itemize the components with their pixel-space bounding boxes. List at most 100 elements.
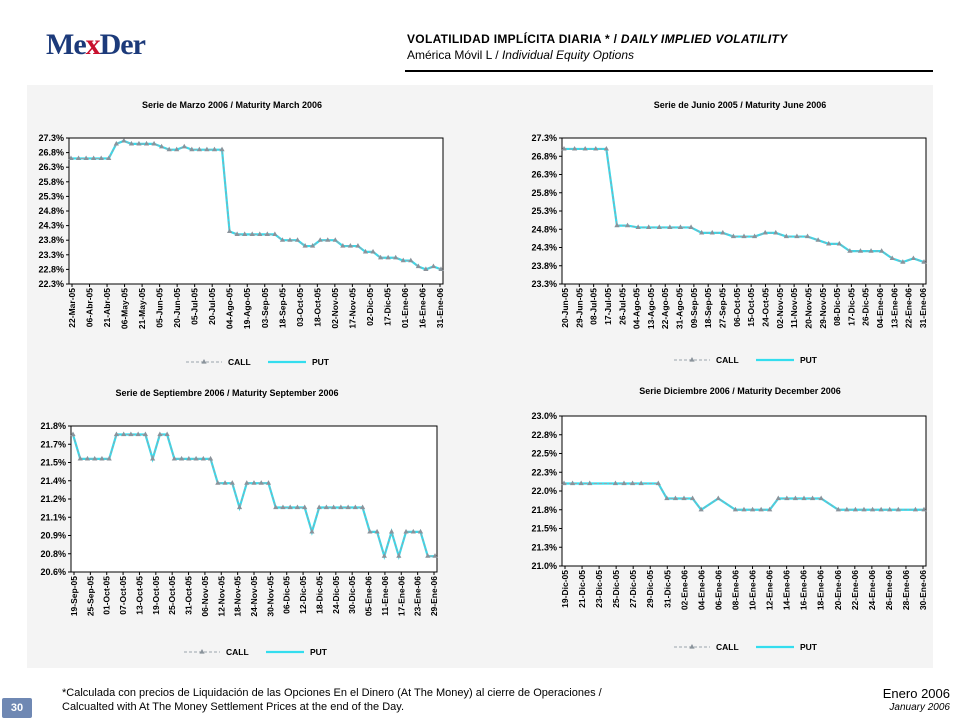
x-tick-label: 24-Dic-05	[331, 576, 341, 614]
y-tick-label: 20.8%	[40, 549, 66, 559]
x-tick-label: 17-Ene-06	[396, 576, 406, 616]
call-point	[258, 480, 264, 485]
call-point	[614, 222, 620, 228]
x-tick-label: 04-Ago-05	[225, 288, 235, 329]
x-tick-label: 31-Oct-05	[184, 576, 194, 615]
y-tick-label: 23.3%	[38, 250, 64, 260]
x-tick-label: 11-Ene-06	[380, 576, 390, 616]
call-point	[370, 248, 376, 254]
call-point	[280, 504, 286, 510]
call-point	[912, 506, 919, 512]
x-tick-label: 24-Oct-05	[760, 288, 770, 327]
x-tick-label: 03-Oct-05	[295, 288, 305, 327]
call-point	[136, 140, 142, 146]
call-point	[804, 233, 811, 239]
x-tick-label: 05-Jun-05	[155, 288, 165, 328]
call-point	[749, 506, 756, 512]
call-point	[878, 506, 884, 512]
x-tick-label: 28-Ene-06	[901, 570, 911, 610]
x-tick-label: 02-Dic-05	[365, 288, 375, 326]
x-tick-label: 25-Oct-05	[167, 576, 177, 615]
y-tick-label: 22.5%	[531, 449, 557, 459]
call-point	[879, 248, 885, 253]
x-tick-label: 20-Ene-06	[833, 570, 843, 610]
call-point	[732, 506, 739, 512]
x-tick-label: 30-Nov-05	[265, 576, 275, 617]
call-point	[181, 143, 187, 149]
x-tick-label: 04-Ene-06	[696, 570, 706, 610]
call-point	[655, 480, 661, 486]
x-tick-label: 26-Ene-06	[884, 570, 894, 610]
x-tick-label: 11-Nov-05	[789, 288, 799, 328]
call-point	[287, 237, 293, 242]
call-point	[316, 504, 322, 510]
x-tick-label: 20-Nov-05	[803, 288, 813, 329]
call-point	[762, 229, 768, 235]
x-tick-label: 17-Nov-05	[347, 288, 357, 329]
call-point	[215, 480, 221, 485]
call-point	[861, 506, 867, 512]
call-point	[629, 480, 636, 486]
y-tick-label: 22.3%	[531, 467, 557, 477]
y-tick-label: 21.5%	[531, 524, 557, 534]
x-tick-label: 24-Ene-06	[867, 570, 877, 610]
call-point	[174, 146, 180, 152]
call-point	[68, 155, 74, 161]
x-tick-label: 25-Sep-05	[85, 576, 95, 616]
x-tick-label: 06-Oct-05	[732, 288, 742, 327]
call-point	[783, 233, 789, 239]
x-tick-label: 31-Ago-05	[675, 288, 685, 329]
chart-september-2006: Serie de Septiembre 2006 / Maturity Sept…	[40, 388, 439, 657]
call-point	[226, 228, 233, 234]
call-point	[720, 229, 726, 235]
call-point	[889, 255, 895, 261]
call-point	[869, 506, 876, 512]
call-point	[302, 504, 308, 510]
x-tick-label: 06-Nov-05	[200, 576, 210, 617]
call-point	[113, 431, 120, 437]
call-point	[347, 243, 353, 248]
x-tick-label: 06-Ene-06	[713, 570, 723, 610]
x-tick-label: 23-Ene-06	[413, 576, 423, 616]
y-tick-label: 21.8%	[531, 505, 557, 515]
call-point	[345, 504, 351, 510]
x-tick-label: 21-Dic-05	[577, 570, 587, 608]
y-tick-label: 21.7%	[40, 439, 66, 449]
call-point	[408, 257, 414, 263]
call-point	[635, 224, 641, 230]
x-tick-label: 03-Sep-05	[260, 288, 270, 328]
call-point	[317, 237, 323, 242]
call-point	[587, 480, 593, 486]
call-point	[367, 528, 373, 534]
call-point	[381, 553, 387, 558]
call-point	[582, 145, 588, 151]
call-point	[106, 155, 112, 161]
x-tick-label: 13-Ene-06	[889, 288, 899, 328]
y-tick-label: 25.3%	[531, 206, 557, 216]
chart-title: Serie de Junio 2005 / Maturity June 2006	[654, 100, 827, 110]
x-tick-label: 31-Ene-06	[435, 288, 445, 328]
chart-title: Serie Diciembre 2006 / Maturity December…	[639, 386, 841, 396]
y-tick-label: 20.9%	[40, 531, 66, 541]
y-tick-label: 21.2%	[40, 494, 66, 504]
call-point	[159, 143, 165, 149]
call-point	[388, 528, 395, 534]
x-tick-label: 16-Ene-06	[417, 288, 427, 328]
y-tick-label: 26.3%	[38, 162, 64, 172]
y-tick-label: 26.8%	[38, 148, 64, 158]
x-tick-label: 25-Dic-05	[611, 570, 621, 608]
call-point	[150, 455, 156, 461]
call-point	[393, 254, 399, 260]
x-tick-label: 01-Ene-06	[400, 288, 410, 328]
call-point	[415, 263, 421, 269]
x-tick-label: 04-Ago-05	[632, 288, 642, 329]
call-point	[234, 231, 240, 236]
legend-call-label: CALL	[228, 357, 251, 367]
x-tick-label: 02-Nov-05	[330, 288, 340, 329]
x-tick-label: 15-Oct-05	[746, 288, 756, 327]
date-english: January 2006	[889, 702, 950, 713]
call-point	[352, 504, 358, 510]
y-tick-label: 24.3%	[531, 243, 557, 253]
call-point	[310, 243, 316, 248]
x-tick-label: 05-Jul-05	[190, 288, 200, 325]
